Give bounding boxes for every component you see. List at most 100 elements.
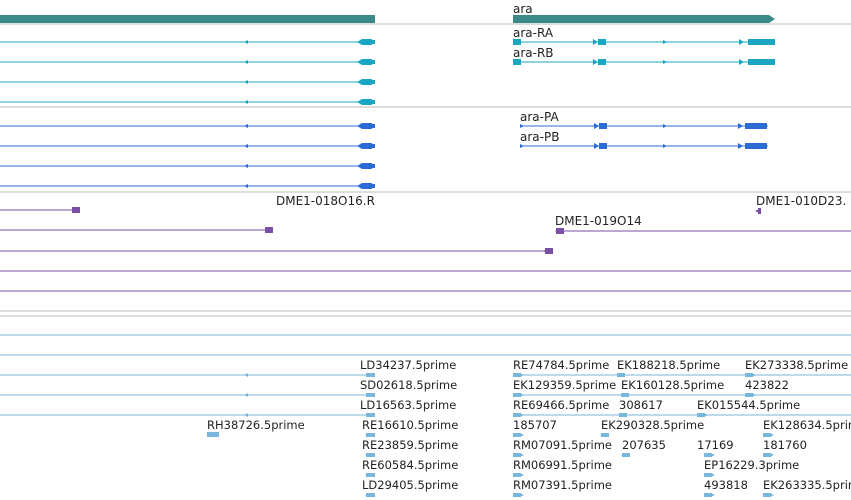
exon-block	[372, 144, 375, 148]
exon-block	[745, 123, 767, 129]
strand-arrow	[520, 493, 524, 497]
est-label: 493818	[704, 478, 748, 492]
clone-end	[265, 227, 273, 233]
est-block	[513, 473, 521, 477]
est-block	[513, 393, 521, 397]
strand-arrow	[593, 39, 598, 45]
strand-arrow	[357, 143, 362, 149]
gene-bar	[0, 15, 375, 23]
exon-block	[598, 59, 606, 65]
strand-arrow	[244, 100, 248, 104]
est-block	[763, 433, 771, 437]
est-label: EK160128.5prime	[621, 378, 725, 392]
strand-arrow	[357, 39, 362, 45]
strand-arrow	[520, 433, 524, 437]
strand-arrow	[365, 433, 369, 437]
strand-arrow	[244, 393, 248, 397]
strand-arrow	[593, 59, 598, 65]
clone-end	[72, 207, 80, 213]
est-block	[763, 493, 771, 497]
est-block	[601, 433, 609, 437]
strand-arrow	[365, 413, 369, 417]
exon-block	[362, 79, 372, 85]
est-block	[513, 453, 521, 457]
strand-arrow	[264, 228, 268, 232]
strand-arrow	[520, 393, 524, 397]
strand-arrow	[555, 229, 559, 233]
strand-arrow	[711, 473, 715, 477]
est-block	[619, 413, 627, 417]
exon-block	[372, 124, 375, 128]
strand-arrow	[711, 453, 715, 457]
strand-arrow	[357, 163, 362, 169]
exon-block	[748, 39, 775, 45]
est-block	[513, 433, 521, 437]
strand-arrow	[244, 164, 248, 168]
strand-arrow	[357, 123, 362, 129]
strand-arrow	[520, 124, 524, 128]
strand-arrow	[663, 144, 667, 148]
strand-arrow	[365, 373, 369, 377]
est-label: SD02618.5prime	[360, 378, 458, 392]
est-label: EK290328.5prime	[601, 418, 705, 432]
strand-arrow	[244, 144, 248, 148]
strand-arrow	[244, 40, 248, 44]
est-block	[745, 373, 753, 377]
strand-arrow	[244, 60, 248, 64]
exon-block	[599, 143, 607, 149]
strand-arrow	[711, 493, 715, 497]
strand-arrow	[752, 393, 756, 397]
strand-arrow	[594, 143, 599, 149]
est-label: RE74784.5prime	[513, 358, 610, 372]
exon-block	[362, 163, 372, 169]
strand-arrow	[365, 493, 369, 497]
est-block	[704, 453, 712, 457]
est-block	[697, 413, 705, 417]
strand-arrow	[704, 413, 708, 417]
strand-arrow	[600, 433, 604, 437]
strand-arrow	[520, 453, 524, 457]
protein-label: ara-PA	[520, 110, 559, 124]
exon-block	[599, 123, 607, 129]
strand-arrow	[357, 183, 362, 189]
strand-arrow	[739, 39, 744, 45]
gene-bar	[513, 15, 769, 23]
strand-arrow	[663, 60, 667, 64]
strand-arrow	[738, 143, 743, 149]
strand-arrow	[365, 453, 369, 457]
est-label: EK015544.5prime	[697, 398, 801, 412]
est-label: 308617	[619, 398, 663, 412]
est-label: EK128634.5prime	[763, 418, 851, 432]
exon-block	[362, 59, 372, 65]
est-label: 181760	[763, 438, 807, 452]
est-label: EP16229.3prime	[704, 458, 800, 472]
strand-arrow	[520, 373, 524, 377]
exon-block	[748, 59, 775, 65]
strand-arrow	[618, 413, 622, 417]
strand-arrow	[244, 124, 248, 128]
exon-block	[513, 59, 521, 65]
exon-block	[362, 183, 372, 189]
exon-block	[513, 39, 521, 45]
strand-arrow	[769, 15, 775, 23]
strand-arrow	[244, 373, 248, 377]
gene-label: ara	[513, 2, 533, 16]
exon-block	[362, 99, 372, 105]
est-block	[513, 373, 521, 377]
clone-end	[556, 228, 564, 234]
strand-arrow	[520, 473, 524, 477]
strand-arrow	[520, 144, 524, 148]
est-label: RM06991.5prime	[513, 458, 612, 472]
strand-arrow	[357, 59, 362, 65]
est-label: 207635	[622, 438, 666, 452]
est-label: RE60584.5prime	[362, 458, 459, 472]
clone-label: DME1-010D23.	[756, 194, 847, 208]
exon-block	[598, 39, 606, 45]
est-label: 423822	[745, 378, 789, 392]
est-block	[366, 393, 375, 397]
est-block	[617, 373, 625, 377]
protein-label: ara-PB	[520, 130, 560, 144]
est-label: LD16563.5prime	[360, 398, 457, 412]
strand-arrow	[357, 99, 362, 105]
